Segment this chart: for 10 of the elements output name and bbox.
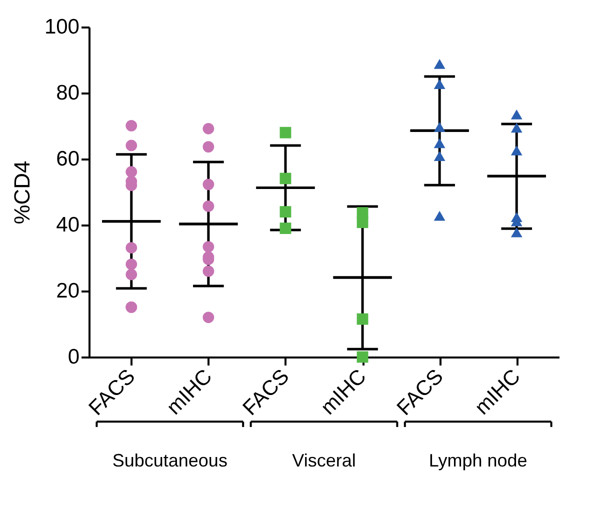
y-tick-label: 40 [56, 214, 80, 236]
y-tick-label: 0 [68, 346, 80, 368]
text: Visceral [292, 450, 356, 471]
y-tick-label: 60 [56, 148, 80, 170]
text: Subcutaneous [112, 450, 228, 471]
y-tick-label: 20 [56, 280, 80, 302]
text: Lymph node [428, 450, 528, 471]
y-tick-label: 100 [44, 16, 80, 38]
y-tick-label: 80 [56, 82, 80, 104]
y-axis-title: %CD4 [9, 160, 34, 224]
